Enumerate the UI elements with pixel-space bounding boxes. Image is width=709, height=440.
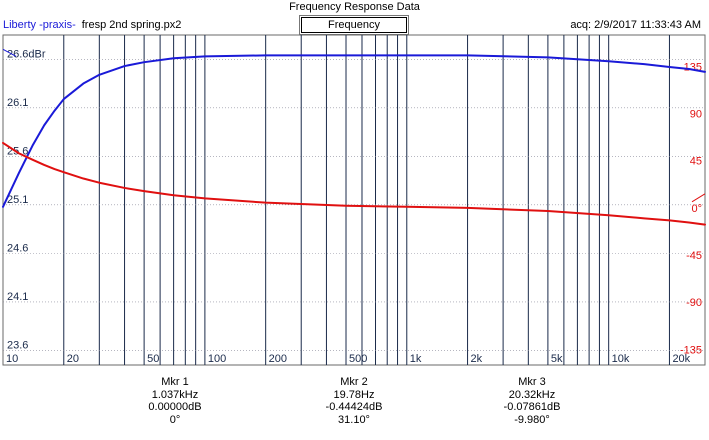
marker-2-phase: 31.10° (338, 413, 370, 426)
phase-series-line (2, 141, 706, 226)
left-y-tick-label: 25.1 (7, 194, 28, 206)
x-tick-label: 10k (612, 353, 630, 365)
marker-3-readout: Mkr 3 20.32kHz -0.07861dB -9.980° (467, 376, 597, 426)
marker-1-frequency: 1.037kHz (151, 388, 199, 401)
left-y-tick-label: 26.1 (7, 97, 28, 109)
left-reference-marker (2, 48, 17, 57)
product-name: Liberty -praxis- (3, 19, 76, 31)
marker-3-frequency: 20.32kHz (508, 388, 556, 401)
x-tick-label: 200 (269, 353, 287, 365)
x-tick-labels: 10 20 50 100 200 500 1k 2k 5k 10k 20k (6, 353, 691, 365)
header-info: Liberty -praxis-fresp 2nd spring.px2 (3, 19, 181, 32)
left-y-tick-label: 23.6 (7, 339, 28, 351)
x-tick-label: 100 (208, 353, 226, 365)
marker-2-frequency: 19.78Hz (333, 388, 375, 401)
horizontal-gridlines (3, 58, 705, 351)
x-tick-label: 1k (410, 353, 422, 365)
x-tick-label: 10 (6, 353, 18, 365)
window-title: Frequency Response Data (289, 1, 420, 13)
right-y-tick-label: 90 (690, 109, 702, 121)
right-y-tick-label: 45 (690, 156, 702, 168)
right-y-tick-label: -135 (680, 344, 702, 356)
marker-1-readout: Mkr 1 1.037kHz 0.00000dB 0° (110, 376, 240, 426)
marker-1-label: Mkr 1 (161, 376, 189, 388)
axis-edge-markers (2, 48, 706, 203)
x-tick-label: 50 (147, 353, 159, 365)
x-tick-label: 20k (672, 353, 690, 365)
x-tick-label: 20 (67, 353, 79, 365)
frequency-response-chart[interactable]: 10 20 50 100 200 500 1k 2k 5k 10k 20k 26.6dBr 26.1 2… (0, 34, 709, 366)
left-y-tick-label: 24.1 (7, 291, 28, 303)
marker-1-phase: 0° (169, 413, 181, 426)
right-reference-marker (691, 193, 706, 203)
marker-1-level: 0.00000dB (148, 401, 202, 413)
x-tick-label: 5k (551, 353, 563, 365)
magnitude-series-line (2, 54, 706, 208)
vertical-gridlines (63, 35, 670, 365)
marker-3-level: -0.07861dB (503, 401, 561, 413)
marker-3-label: Mkr 3 (518, 376, 546, 388)
x-tick-label: 500 (349, 353, 367, 365)
marker-2-label: Mkr 2 (340, 376, 368, 388)
left-y-tick-label: 26.6dBr (7, 48, 46, 60)
chart-title[interactable]: Frequency Response (299, 15, 409, 45)
marker-2-readout: Mkr 2 19.78Hz -0.44424dB 31.10° (289, 376, 419, 426)
right-y-tick-label: -90 (686, 297, 702, 309)
plot-area (2, 34, 706, 366)
right-y-tick-label: 0° (691, 203, 702, 215)
x-tick-label: 2k (471, 353, 483, 365)
left-y-tick-label: 24.6 (7, 242, 28, 254)
right-y-tick-label: -45 (686, 250, 702, 262)
marker-2-level: -0.44424dB (325, 401, 383, 413)
series-lines (2, 54, 706, 226)
acquisition-timestamp: acq: 2/9/2017 11:33:43 AM (570, 19, 701, 31)
file-name: fresp 2nd spring.px2 (81, 19, 182, 31)
marker-3-phase: -9.980° (514, 413, 550, 426)
